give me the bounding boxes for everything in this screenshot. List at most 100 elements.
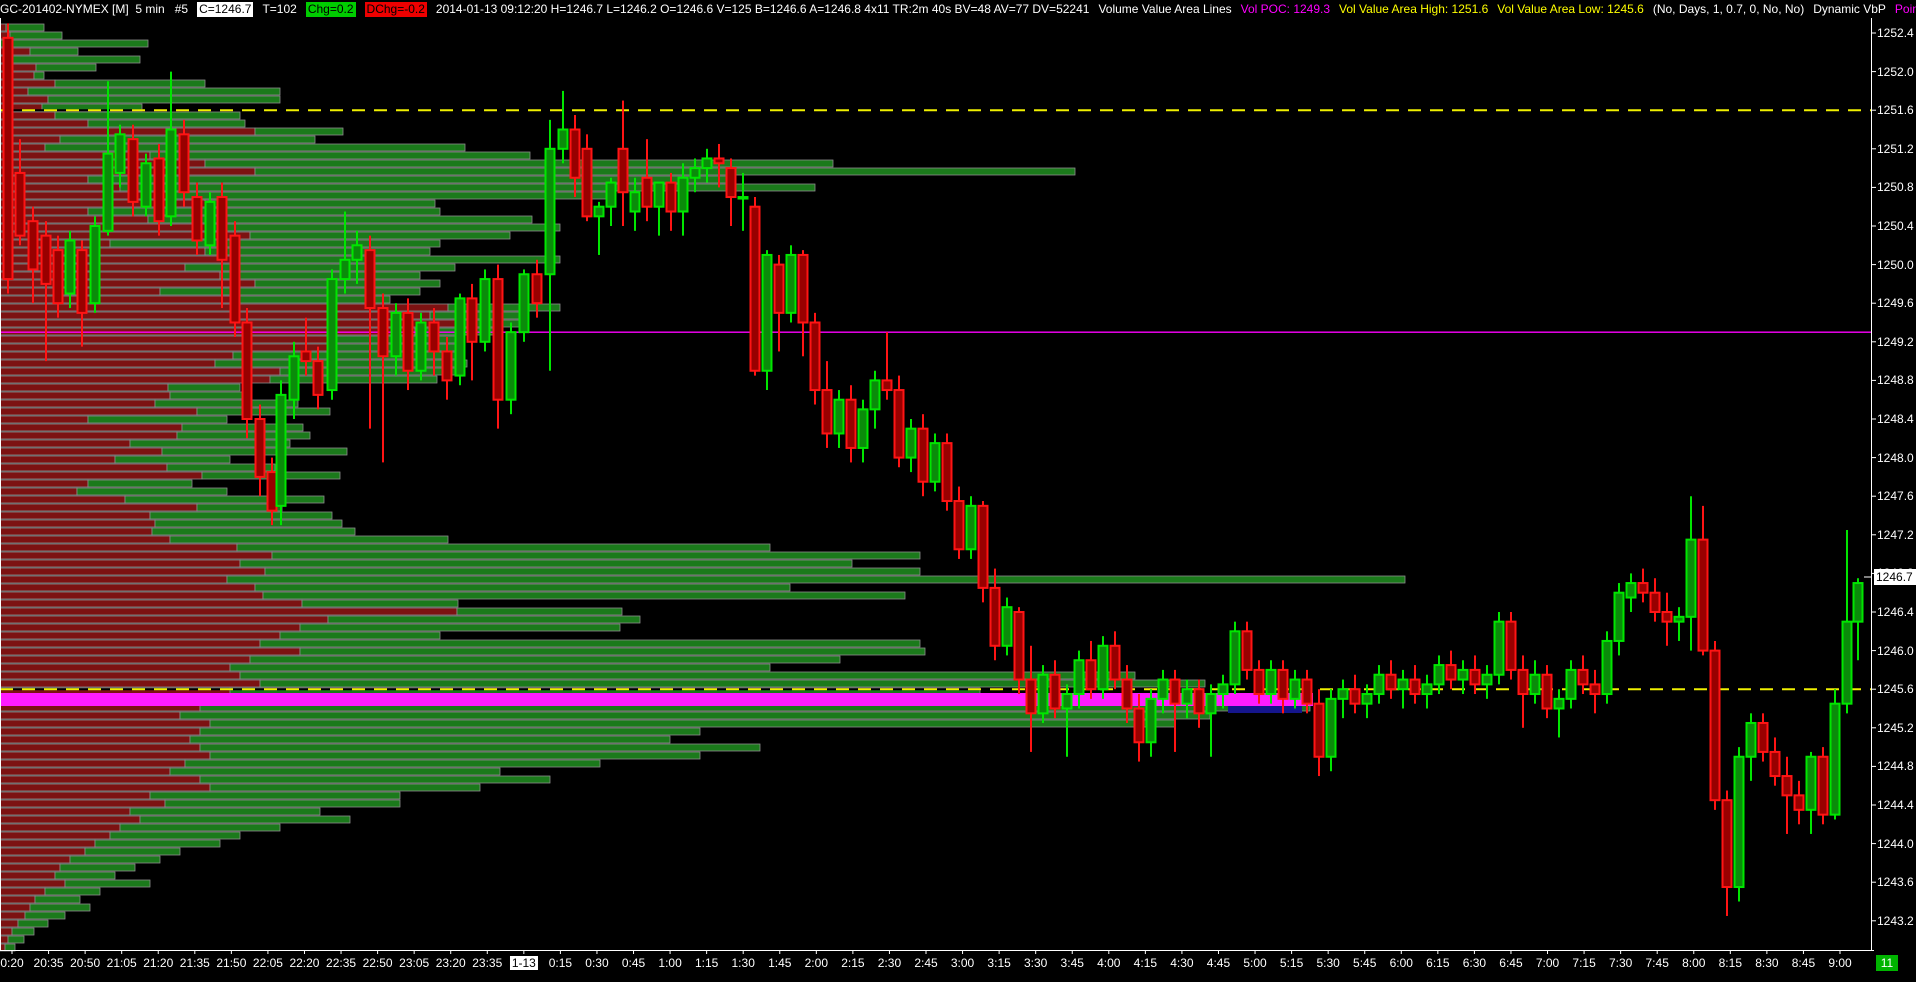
candle-body xyxy=(1025,678,1037,715)
volume-profile-row-buy xyxy=(4,943,16,952)
volume-profile-row-sell xyxy=(0,583,256,592)
volume-profile-row-sell xyxy=(0,847,86,856)
volume-profile-row-sell xyxy=(0,503,198,512)
time-tick-label: 5:30 xyxy=(1316,956,1340,970)
titlebar-segment: Chg=0.2 xyxy=(305,2,356,17)
volume-profile-row-sell xyxy=(0,311,431,320)
candle-body xyxy=(1349,688,1361,705)
candle-body xyxy=(1037,673,1049,715)
volume-profile-row-buy xyxy=(264,567,921,576)
candle-body xyxy=(1721,799,1733,889)
volume-profile-row-sell xyxy=(0,655,251,664)
volume-profile-row-sell xyxy=(0,855,71,864)
candle-body xyxy=(809,321,821,392)
time-tick-label: 23:35 xyxy=(472,956,503,970)
volume-profile-row-buy xyxy=(29,903,91,912)
volume-profile-row-buy xyxy=(35,63,97,72)
titlebar-segment: Dynamic VbP xyxy=(1813,2,1886,16)
volume-profile-row-buy xyxy=(149,791,401,800)
candle-body xyxy=(1565,668,1577,700)
volume-profile-row-sell xyxy=(0,335,331,344)
volume-profile-row-sell xyxy=(0,631,281,640)
titlebar-segment: GC-201402-NYMEX [M] 5 min #5 xyxy=(0,2,189,16)
candle-body xyxy=(216,196,228,261)
time-tick-label: 20:50 xyxy=(70,956,101,970)
volume-profile-row-sell xyxy=(0,607,458,616)
volume-profile-row-sell xyxy=(0,351,234,360)
time-tick-label: 6:00 xyxy=(1389,956,1413,970)
volume-profile-row-buy xyxy=(279,631,441,640)
volume-profile-row-buy xyxy=(54,79,206,88)
candle-body xyxy=(377,307,389,358)
candle-body xyxy=(677,176,689,213)
candle-body xyxy=(191,196,203,242)
volume-profile-row-buy xyxy=(54,871,116,880)
candle-body xyxy=(1241,630,1253,671)
candle-body xyxy=(1121,678,1133,710)
candle-body xyxy=(605,181,617,208)
volume-profile-row-buy xyxy=(219,271,421,280)
volume-profile-row-sell xyxy=(0,511,151,520)
volume-profile-row-sell xyxy=(0,599,303,608)
volume-profile-row-sell xyxy=(0,447,163,456)
volume-profile-row-buy xyxy=(169,391,248,400)
candle-body xyxy=(518,273,530,334)
candle-body xyxy=(76,249,88,314)
volume-profile-row-buy xyxy=(299,647,926,656)
candle-body xyxy=(689,167,701,179)
candle-body xyxy=(653,181,665,208)
volume-profile-row-buy xyxy=(87,415,228,424)
volume-profile-row-sell xyxy=(0,679,261,688)
volume-profile-row-buy xyxy=(87,119,246,128)
volume-profile-row-buy xyxy=(327,615,641,624)
volume-profile-row-buy xyxy=(262,591,906,600)
candle-body xyxy=(89,225,101,305)
candle-body xyxy=(665,181,677,213)
candle-body xyxy=(1505,620,1517,671)
candle-body xyxy=(1193,688,1205,715)
candle-body xyxy=(821,389,833,435)
price-tick-label: 1244.0 xyxy=(1877,836,1914,851)
time-tick-label: 1:15 xyxy=(694,956,719,970)
volume-profile-row-buy xyxy=(114,455,231,464)
candle-body xyxy=(1445,664,1457,681)
price-tick-label: 1249.2 xyxy=(1877,334,1914,349)
volume-profile-row-sell xyxy=(0,279,256,288)
volume-profile-row-sell xyxy=(0,543,238,552)
candle-body xyxy=(1325,697,1337,758)
candle-body xyxy=(749,205,761,372)
candle-body xyxy=(1385,673,1397,691)
candle-body xyxy=(1181,688,1193,705)
candle-body xyxy=(428,321,440,353)
candle-body xyxy=(1217,683,1229,696)
time-tick-label: 3:45 xyxy=(1060,956,1084,970)
candle-body xyxy=(1301,678,1313,705)
price-tick-label: 1243.6 xyxy=(1877,875,1914,890)
candle-body xyxy=(1253,668,1265,696)
candle-body xyxy=(102,152,114,232)
candle-body xyxy=(1397,678,1409,691)
volume-profile-row-sell xyxy=(0,895,36,904)
time-tick-label: 9:00 xyxy=(1828,956,1852,970)
candle-body xyxy=(737,196,749,200)
volume-profile-row-buy xyxy=(47,95,281,104)
candle-body xyxy=(1613,591,1625,642)
volume-profile-row-sell xyxy=(0,743,201,752)
volume-profile-row-buy xyxy=(27,87,281,96)
volume-profile-row-buy xyxy=(259,679,1206,688)
volume-profile-row-buy xyxy=(159,287,421,296)
time-tick-label: 6:15 xyxy=(1426,956,1450,970)
volume-profile-row-buy xyxy=(64,879,151,888)
price-tick-label: 1243.2 xyxy=(1877,913,1914,928)
candle-body xyxy=(1229,630,1241,686)
volume-profile-row-buy xyxy=(169,535,449,544)
volume-profile-row-sell xyxy=(0,535,171,544)
candle-body xyxy=(127,138,139,203)
candle-body xyxy=(1049,673,1061,710)
volume-profile-row-sell xyxy=(0,343,331,352)
volume-profile-row-buy xyxy=(76,487,228,496)
volume-profile-row-sell xyxy=(0,863,61,872)
volume-profile-row-sell xyxy=(0,727,201,736)
